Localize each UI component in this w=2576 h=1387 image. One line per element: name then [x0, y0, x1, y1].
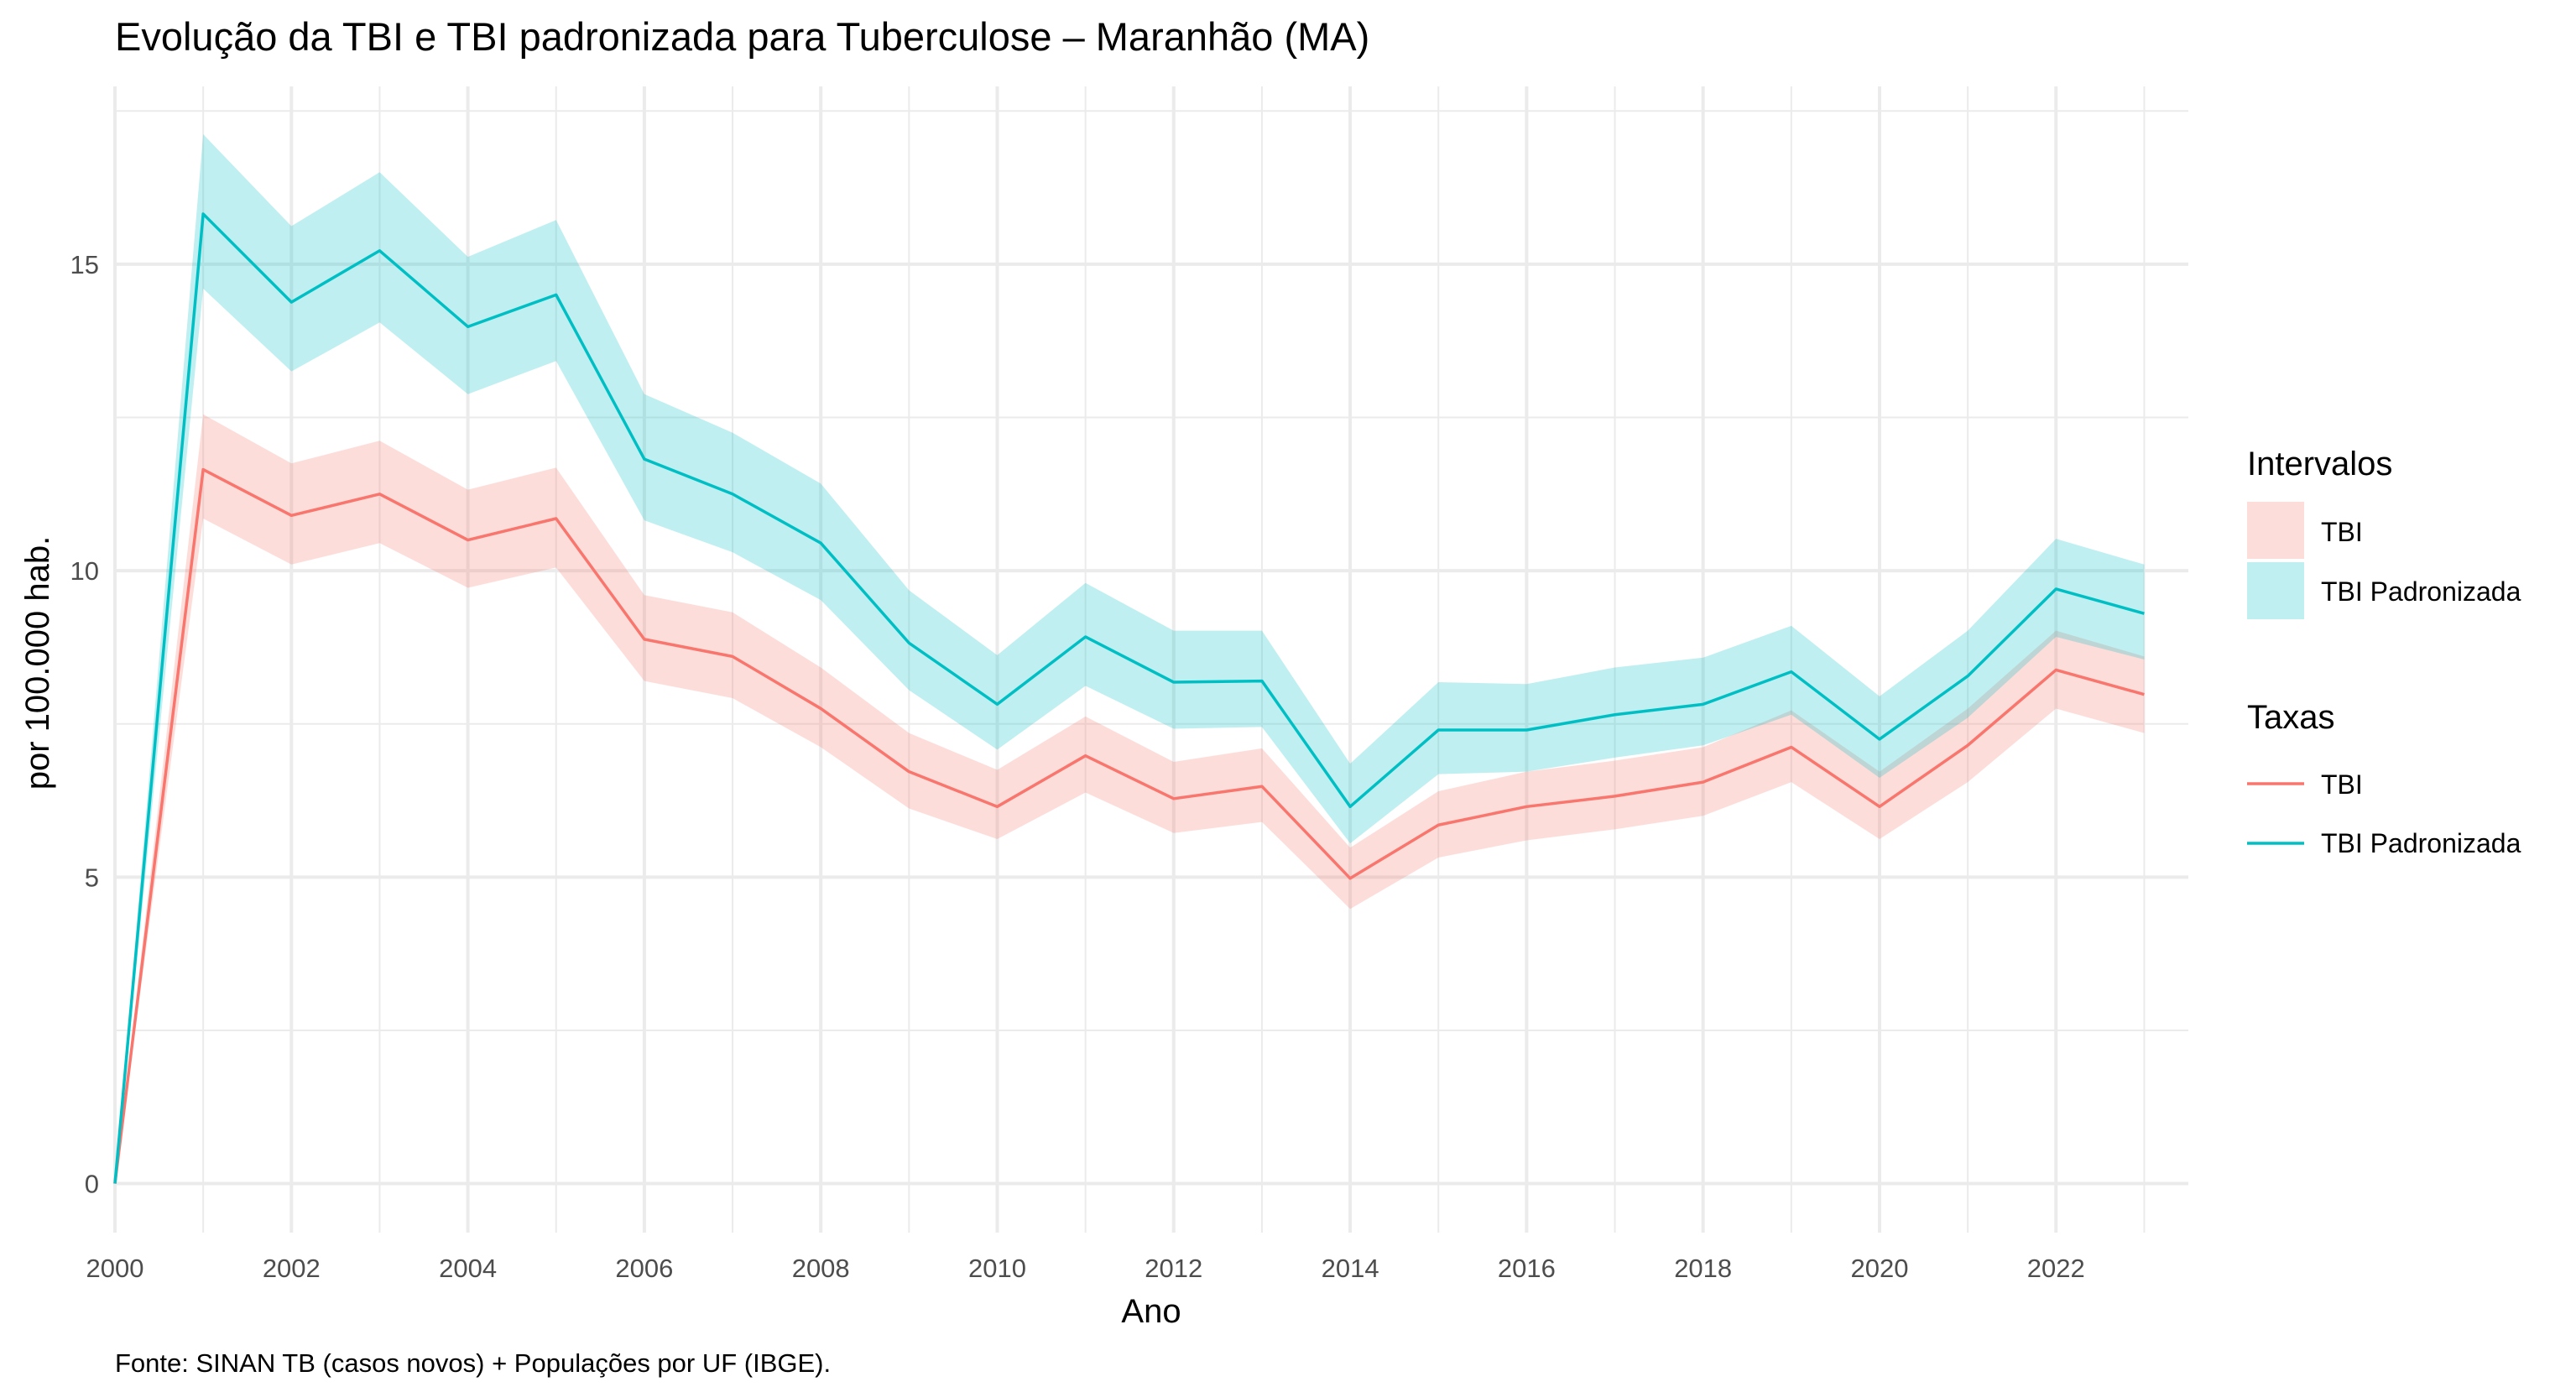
legend-key-interval-tbi: [2247, 502, 2304, 559]
legend-key-interval-tbi-padronizada: [2247, 562, 2304, 619]
ribbon-tbi: [115, 414, 2145, 1184]
x-tick-label: 2006: [615, 1254, 673, 1283]
y-tick-labels: 0 5 10 15: [70, 250, 99, 1199]
x-tick-label: 2000: [86, 1254, 144, 1283]
x-tick-label: 2018: [1674, 1254, 1732, 1283]
chart-title: Evolução da TBI e TBI padronizada para T…: [115, 14, 1369, 59]
legend: Intervalos TBI TBI Padronizada Taxas TBI…: [2247, 446, 2521, 858]
y-tick-label: 0: [85, 1170, 99, 1199]
line-tbi: [113, 467, 2145, 1184]
x-tick-label: 2022: [2027, 1254, 2085, 1283]
x-axis-title: Ano: [1121, 1293, 1181, 1330]
y-axis-title: por 100.000 hab.: [19, 536, 56, 790]
legend-label-rate-tbi-padronizada: TBI Padronizada: [2321, 828, 2521, 858]
y-tick-label: 5: [85, 863, 99, 892]
x-tick-label: 2012: [1145, 1254, 1202, 1283]
legend-label-rate-tbi: TBI: [2321, 769, 2363, 800]
legend-label-interval-tbi-padronizada: TBI Padronizada: [2321, 576, 2521, 607]
x-tick-labels: 2000 2002 2004 2006 2008 2010 2012 2014 2016 2018…: [86, 1254, 2085, 1283]
x-tick-label: 2014: [1322, 1254, 1379, 1283]
legend-title-rates: Taxas: [2247, 699, 2335, 736]
series-lines: [113, 212, 2145, 1184]
grid-lines: [113, 86, 2188, 1233]
x-tick-label: 2010: [968, 1254, 1026, 1283]
y-tick-label: 10: [70, 556, 99, 586]
caption: Fonte: SINAN TB (casos novos) + Populaçõ…: [115, 1348, 831, 1378]
x-tick-label: 2020: [1850, 1254, 1908, 1283]
x-tick-label: 2016: [1498, 1254, 1556, 1283]
legend-label-interval-tbi: TBI: [2321, 517, 2363, 547]
x-tick-label: 2008: [792, 1254, 850, 1283]
x-tick-label: 2004: [439, 1254, 497, 1283]
line-tbi-padronizada: [113, 212, 2145, 1184]
y-tick-label: 15: [70, 250, 99, 279]
x-tick-label: 2002: [263, 1254, 321, 1283]
legend-title-intervals: Intervalos: [2247, 446, 2392, 482]
